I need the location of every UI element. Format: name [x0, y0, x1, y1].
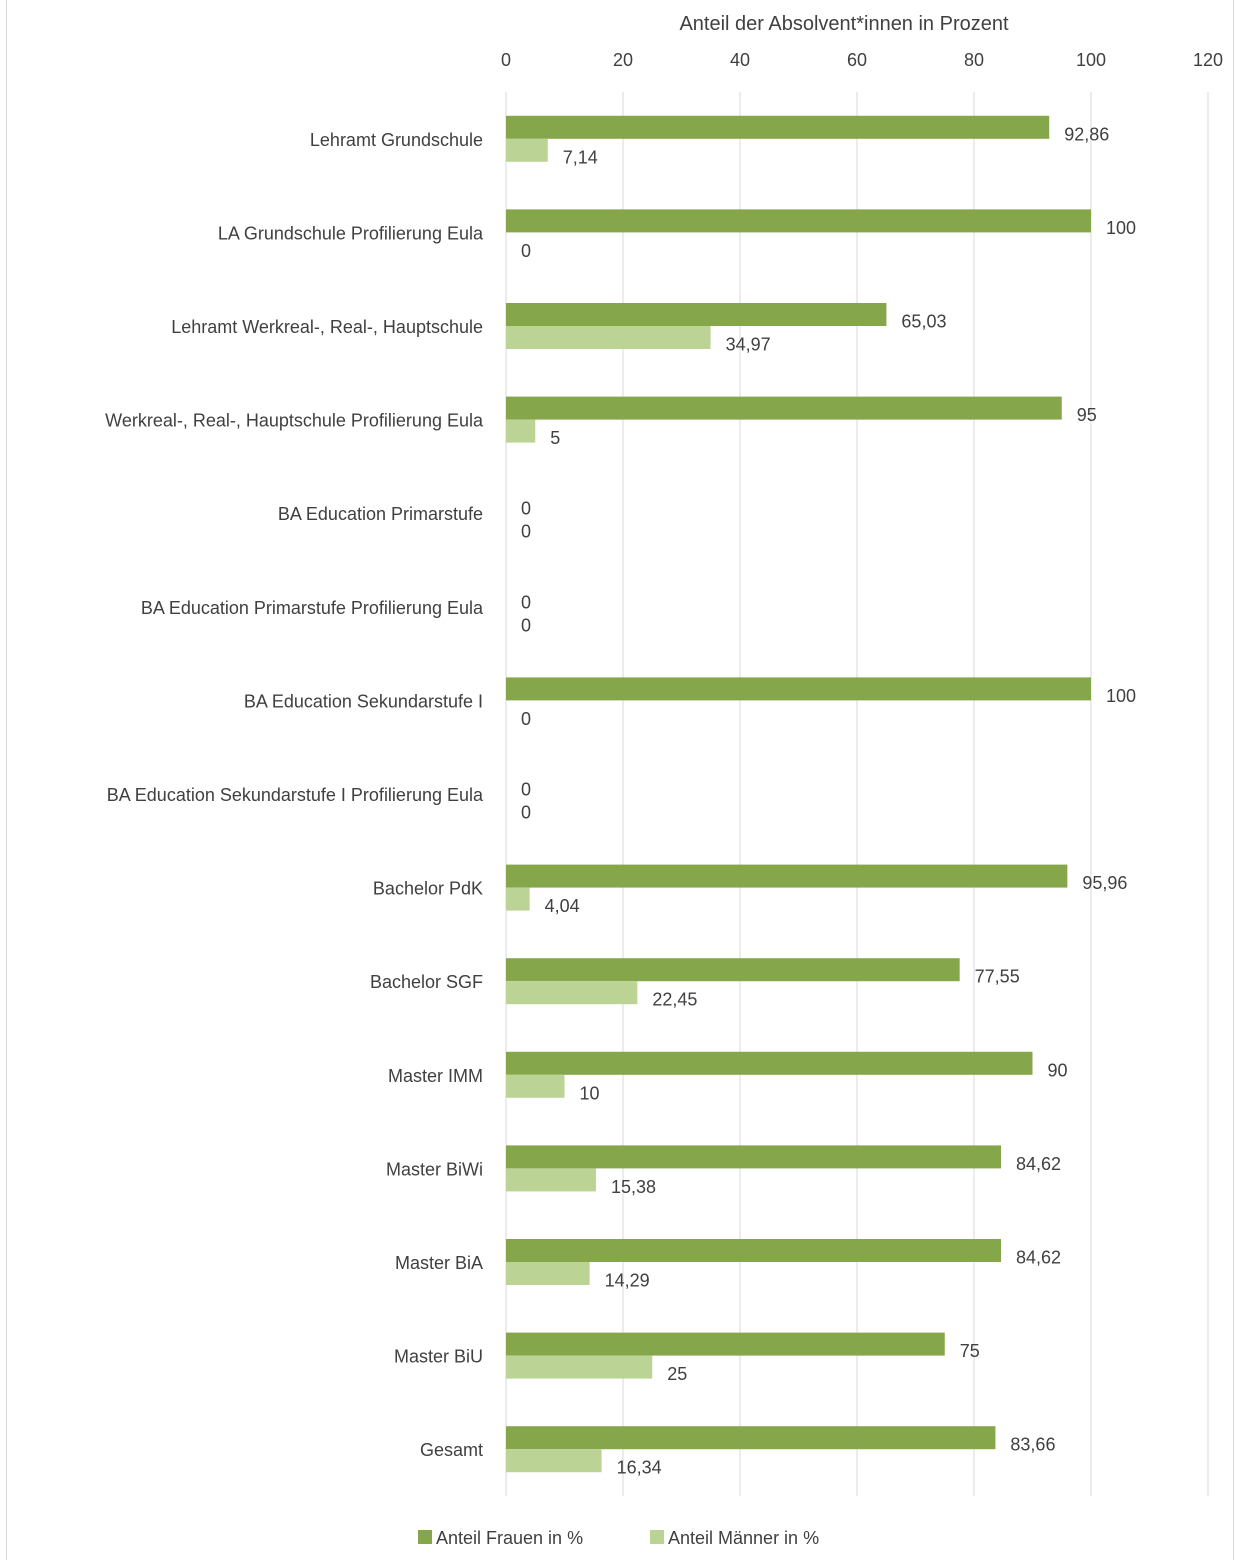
data-label: 92,86 — [1064, 124, 1109, 144]
bar-maenner — [506, 1449, 602, 1473]
data-label: 0 — [521, 615, 531, 635]
legend-label: Anteil Männer in % — [668, 1528, 819, 1548]
x-tick-label: 60 — [847, 50, 867, 70]
data-label: 0 — [521, 241, 531, 261]
category-label: Werkreal-, Real-, Hauptschule Profilieru… — [105, 411, 484, 431]
data-label: 25 — [667, 1364, 687, 1384]
category-label: Master BiU — [394, 1347, 483, 1367]
data-label: 100 — [1106, 218, 1136, 238]
bar-maenner — [506, 138, 548, 162]
data-label: 5 — [550, 428, 560, 448]
data-label: 83,66 — [1010, 1435, 1055, 1455]
data-label: 95 — [1077, 405, 1097, 425]
legend: Anteil Frauen in % Anteil Männer in % — [418, 1528, 819, 1548]
bar-frauen — [506, 115, 1050, 139]
data-label: 0 — [521, 780, 531, 800]
data-label: 100 — [1106, 686, 1136, 706]
category-label: Master BiWi — [386, 1159, 483, 1179]
bar-maenner — [506, 1168, 596, 1192]
data-label: 16,34 — [617, 1458, 662, 1478]
bar-frauen — [506, 1426, 996, 1450]
bar-frauen — [506, 303, 887, 326]
data-label: 95,96 — [1082, 873, 1127, 893]
data-label: 0 — [521, 522, 531, 542]
category-label: LA Grundschule Profilierung Eula — [218, 223, 484, 243]
bar-frauen — [506, 396, 1062, 420]
data-label: 10 — [580, 1083, 600, 1103]
category-labels: Lehramt Grundschule LA Grundschule Profil… — [105, 130, 484, 1460]
data-label: 90 — [1048, 1060, 1068, 1080]
data-label: 75 — [960, 1341, 980, 1361]
bar-frauen — [506, 864, 1068, 888]
bar-frauen — [506, 677, 1091, 701]
chart-frame: 0 20 40 60 80 100 120 Anteil der Absolvent*inn… — [6, 0, 1234, 1560]
legend-swatch-frauen — [418, 1530, 432, 1544]
x-tick-labels: 0 20 40 60 80 100 120 — [501, 50, 1223, 70]
data-label: 0 — [521, 592, 531, 612]
data-label: 7,14 — [563, 147, 598, 167]
data-label: 77,55 — [975, 967, 1020, 987]
data-label: 22,45 — [652, 990, 697, 1010]
bar-maenner — [506, 981, 638, 1005]
x-axis-label: Anteil der Absolvent*innen in Prozent — [679, 13, 1009, 35]
bar-chart: 0 20 40 60 80 100 120 Anteil der Absolvent*inn… — [105, 13, 1223, 1548]
x-tick-label: 20 — [613, 50, 633, 70]
category-label: BA Education Sekundarstufe I — [244, 691, 483, 711]
category-label: Lehramt Werkreal-, Real-, Hauptschule — [171, 317, 483, 337]
bar-frauen — [506, 1051, 1033, 1075]
x-tick-label: 0 — [501, 50, 511, 70]
x-tick-label: 80 — [964, 50, 984, 70]
legend-swatch-maenner — [650, 1530, 664, 1544]
bar-frauen — [506, 1332, 945, 1356]
category-label: Master BiA — [395, 1253, 483, 1273]
x-tick-label: 120 — [1193, 50, 1223, 70]
data-label: 0 — [521, 803, 531, 823]
bar-maenner — [506, 887, 530, 911]
bar-frauen — [506, 1145, 1002, 1169]
data-label: 15,38 — [611, 1177, 656, 1197]
category-label: BA Education Primarstufe Profilierung Eu… — [141, 598, 484, 618]
data-label: 0 — [521, 499, 531, 519]
category-label: Bachelor SGF — [370, 972, 483, 992]
category-label: Bachelor PdK — [373, 879, 483, 899]
bar-maenner — [506, 1262, 590, 1285]
x-tick-label: 100 — [1076, 50, 1106, 70]
data-label: 4,04 — [545, 896, 580, 916]
bar-frauen — [506, 209, 1091, 233]
data-label: 84,62 — [1016, 1154, 1061, 1174]
legend-label: Anteil Frauen in % — [436, 1528, 583, 1548]
bar-maenner — [506, 326, 711, 349]
bar-frauen — [506, 958, 960, 982]
category-label: Gesamt — [420, 1440, 483, 1460]
category-label: BA Education Primarstufe — [278, 504, 483, 524]
category-label: BA Education Sekundarstufe I Profilierun… — [107, 785, 484, 805]
bar-maenner — [506, 1074, 565, 1098]
bar-frauen — [506, 1239, 1002, 1262]
x-tick-label: 40 — [730, 50, 750, 70]
bar-maenner — [506, 419, 536, 443]
data-label: 34,97 — [726, 335, 771, 355]
bar-maenner — [506, 1355, 653, 1379]
data-label: 14,29 — [605, 1271, 650, 1291]
data-label: 0 — [521, 709, 531, 729]
bars: 92,86 7,14 100 0 65,03 34,97 95 5 0 0 0 0 100 0 0 0 95,9… — [506, 115, 1136, 1478]
data-label: 65,03 — [901, 312, 946, 332]
data-label: 84,62 — [1016, 1248, 1061, 1268]
category-label: Master IMM — [388, 1066, 483, 1086]
category-label: Lehramt Grundschule — [310, 130, 483, 150]
